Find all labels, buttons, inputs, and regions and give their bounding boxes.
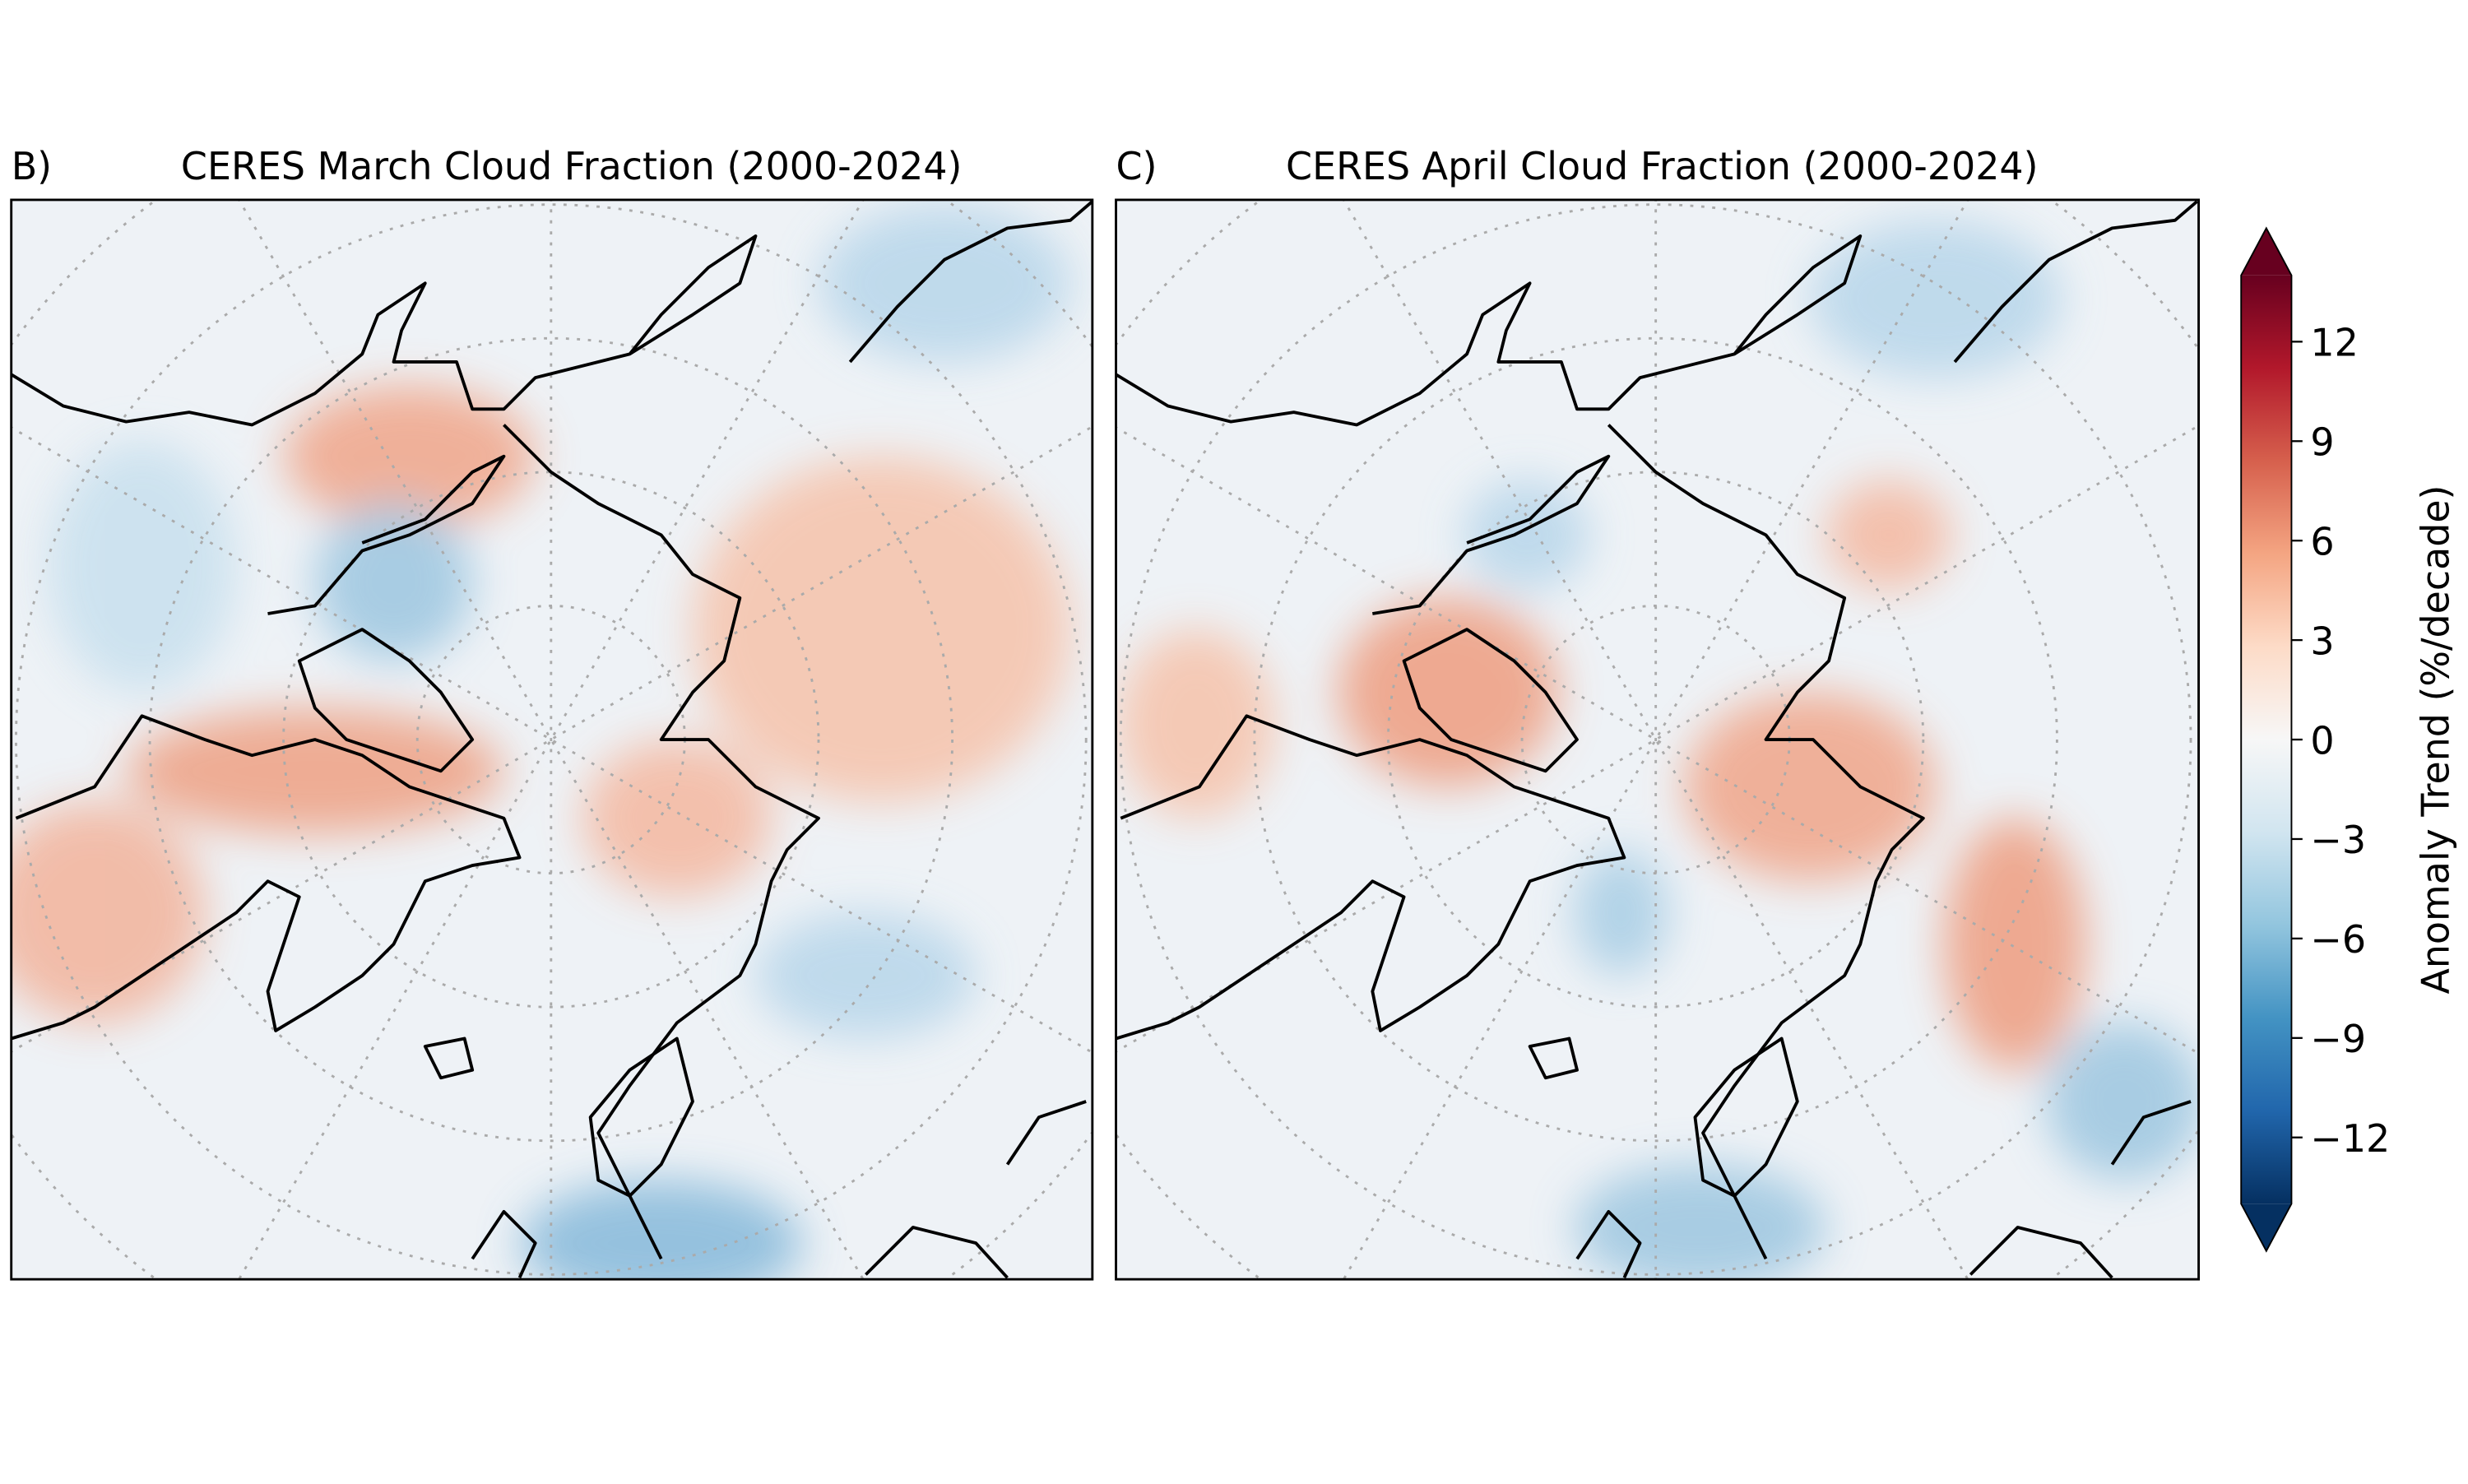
colorbar-body bbox=[2241, 275, 2292, 1204]
colorbar-outline bbox=[2240, 226, 2293, 1253]
colorbar-tick-label: 6 bbox=[2310, 519, 2334, 563]
colorbar-tick-label: −12 bbox=[2310, 1116, 2390, 1161]
colorbar-label: Anomaly Trend (%/decade) bbox=[2414, 485, 2458, 995]
map-frame bbox=[1115, 198, 2201, 1281]
map-frame bbox=[10, 198, 1094, 1281]
panel-label: B) bbox=[12, 144, 52, 188]
map-panel-b bbox=[11, 199, 1093, 1280]
map-panel-c bbox=[1116, 199, 2199, 1280]
colorbar-tick-label: 9 bbox=[2310, 420, 2334, 464]
colorbar: −12 −9 −6 −3 0 3 6 9 12 bbox=[2240, 226, 2390, 1253]
colorbar-tick-label: −9 bbox=[2310, 1017, 2366, 1061]
colorbar-tick-label: −3 bbox=[2310, 818, 2366, 862]
colorbar-extend-max bbox=[2241, 228, 2292, 276]
colorbar-tick-label: 3 bbox=[2310, 619, 2334, 663]
panel-label: C) bbox=[1116, 144, 1157, 188]
panel-title: CERES April Cloud Fraction (2000-2024) bbox=[1286, 144, 2039, 188]
colorbar-tick-label: 12 bbox=[2310, 321, 2358, 365]
panel-title: CERES March Cloud Fraction (2000-2024) bbox=[181, 144, 962, 188]
colorbar-tick-label: 0 bbox=[2310, 718, 2334, 763]
colorbar-tick-label: −6 bbox=[2310, 917, 2366, 962]
colorbar-extend-min bbox=[2241, 1203, 2292, 1251]
